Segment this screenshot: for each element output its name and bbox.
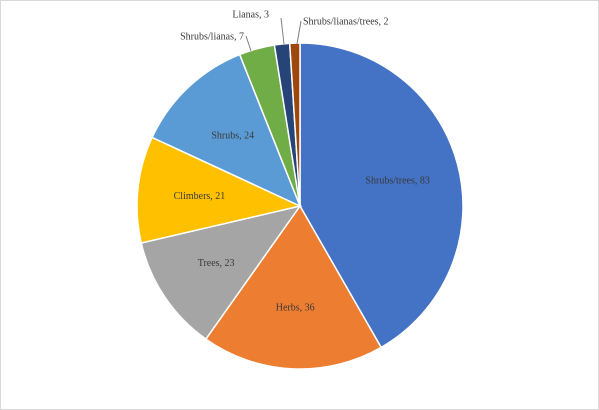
data-label-shrubs-trees: Shrubs/trees, 83 xyxy=(365,175,429,186)
slice-labels: Shrubs/trees, 83 Herbs, 36 Trees, 23 Climbe… xyxy=(174,10,430,314)
pie-slice-shrubs xyxy=(151,53,302,208)
data-label-trees: Trees, 23 xyxy=(198,258,235,269)
data-label-herbs: Herbs, 36 xyxy=(276,302,315,313)
pie-slice-trees xyxy=(140,204,302,341)
data-label-shrubs-lianas-trees: Shrubs/lianas/trees, 2 xyxy=(303,17,389,28)
data-label-shrubs-lianas: Shrubs/lianas, 7 xyxy=(180,32,244,43)
pie-slice-climbers xyxy=(136,136,303,244)
data-label-shrubs: Shrubs, 24 xyxy=(211,130,254,141)
pie-slice-herbs xyxy=(204,204,383,370)
leader-lines xyxy=(245,17,302,52)
leader-line-shrubs-lianas xyxy=(245,35,252,52)
pie-slice-shrubs-lianas-trees xyxy=(288,42,301,207)
pie-slices xyxy=(136,42,464,370)
pie-slice-shrubs-trees xyxy=(299,42,464,349)
leader-line-lianas xyxy=(280,17,285,45)
data-label-lianas: Lianas, 3 xyxy=(232,10,269,21)
leader-line-shrubs-lianas-trees xyxy=(296,20,302,45)
data-label-climbers: Climbers, 21 xyxy=(174,191,226,202)
